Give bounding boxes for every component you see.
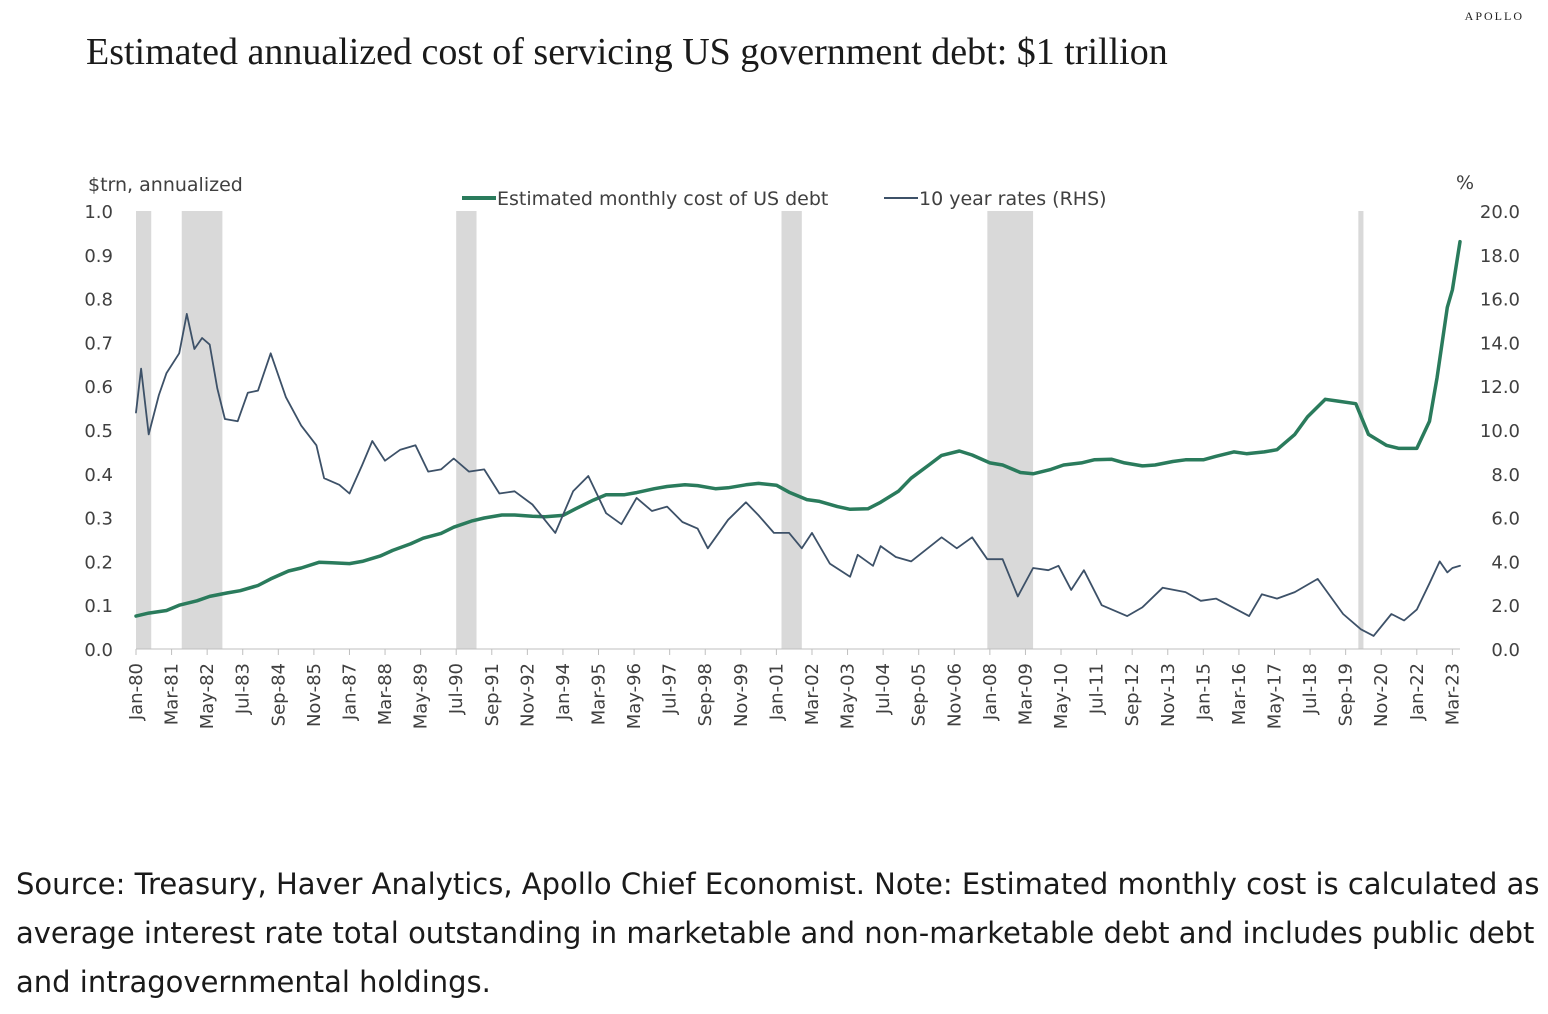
- x-tick-label: Jan-15: [1193, 663, 1214, 721]
- y-axis-left-label: $trn, annualized: [88, 174, 243, 196]
- y-tick-left: 0.2: [84, 552, 113, 573]
- x-tick-label: Nov-99: [731, 663, 752, 727]
- recession-shading: [136, 211, 1364, 649]
- x-tick-label: Nov-13: [1158, 663, 1179, 727]
- x-tick-label: Mar-09: [1015, 663, 1036, 725]
- x-tick-label: Jan-94: [553, 663, 574, 721]
- y-tick-right: 0.0: [1491, 640, 1520, 661]
- y-tick-right: 18.0: [1480, 246, 1520, 267]
- source-note: Source: Treasury, Haver Analytics, Apoll…: [16, 867, 1540, 999]
- recession-band: [181, 211, 223, 649]
- x-tick-label: Sep-91: [482, 663, 503, 726]
- x-tick-label: Jan-08: [980, 663, 1001, 721]
- x-tick-label: Jul-18: [1300, 663, 1321, 715]
- y-tick-left: 0.6: [84, 377, 113, 398]
- x-tick-label: Jul-90: [446, 663, 467, 715]
- recession-band: [781, 211, 802, 649]
- x-tick-label: Mar-23: [1442, 663, 1463, 725]
- legend-label-cost: Estimated monthly cost of US debt: [497, 188, 828, 210]
- x-tick-label: Mar-95: [589, 663, 610, 725]
- y-axis-right-label: %: [1456, 172, 1474, 194]
- x-tick-label: Sep-84: [268, 663, 289, 726]
- x-tick-label: Jan-87: [339, 663, 360, 721]
- y-tick-left: 0.0: [84, 640, 113, 661]
- y-tick-right: 12.0: [1480, 377, 1520, 398]
- x-tick-label: May-96: [624, 663, 645, 729]
- y-tick-left: 0.8: [84, 290, 113, 311]
- y-tick-right: 10.0: [1480, 421, 1520, 442]
- x-tick-label: Jan-80: [126, 663, 147, 721]
- axes-layer: 0.0 0.1 0.2 0.3 0.4 0.5 0.6 0.7 0.8 0.9 1.0 0.0 2.0 4…: [84, 202, 1520, 729]
- legend: Estimated monthly cost of US debt 10 yea…: [462, 188, 1107, 210]
- x-tick-label: Nov-92: [517, 663, 538, 727]
- y-tick-left: 0.4: [84, 465, 113, 486]
- x-tick-label: May-10: [1051, 663, 1072, 729]
- brand-logo: APOLLO: [1464, 9, 1524, 23]
- y-tick-right: 16.0: [1480, 290, 1520, 311]
- y-tick-left: 0.7: [84, 333, 113, 354]
- x-tick-label: Nov-06: [944, 663, 965, 727]
- chart-title: Estimated annualized cost of servicing U…: [86, 31, 1168, 73]
- x-tick-label: Jan-22: [1407, 663, 1428, 721]
- y-tick-left: 0.3: [84, 509, 113, 530]
- x-tick-label: Jul-97: [660, 663, 681, 715]
- y-tick-right: 6.0: [1491, 509, 1520, 530]
- y-tick-left: 0.5: [84, 421, 113, 442]
- x-tick-label: Mar-88: [375, 663, 396, 725]
- x-tick-label: Nov-85: [304, 663, 325, 727]
- y-tick-right: 20.0: [1480, 202, 1520, 223]
- y-tick-right: 2.0: [1491, 596, 1520, 617]
- recession-band: [987, 211, 1034, 649]
- y-tick-left: 0.9: [84, 246, 113, 267]
- x-tick-label: Mar-02: [802, 663, 823, 725]
- x-tick-label: Sep-12: [1122, 663, 1143, 726]
- y-tick-left: 1.0: [84, 202, 113, 223]
- series-layer: [134, 239, 1462, 637]
- x-tick-label: May-82: [197, 663, 218, 729]
- chart: 0.0 0.1 0.2 0.3 0.4 0.5 0.6 0.7 0.8 0.9 1.0 0.0 2.0 4…: [84, 172, 1520, 729]
- x-tick-label: Jul-83: [233, 663, 254, 715]
- x-tick-label: Jul-04: [873, 663, 894, 715]
- y-tick-right: 4.0: [1491, 552, 1520, 573]
- recession-band: [456, 211, 477, 649]
- y-tick-right: 8.0: [1491, 465, 1520, 486]
- x-tick-label: Mar-16: [1229, 663, 1250, 725]
- x-tick-label: Sep-98: [695, 663, 716, 726]
- x-tick-label: May-89: [411, 663, 432, 729]
- x-tick-label: Jan-01: [766, 663, 787, 721]
- x-tick-label: Sep-05: [909, 663, 930, 726]
- legend-label-rate: 10 year rates (RHS): [919, 188, 1107, 210]
- x-tick-label: Jul-11: [1087, 663, 1108, 715]
- x-tick-label: Sep-19: [1336, 663, 1357, 726]
- x-tick-label: Nov-20: [1371, 663, 1392, 727]
- cost-of-debt-line: [134, 239, 1462, 618]
- x-tick-label: Mar-81: [162, 663, 183, 725]
- x-tick-label: May-03: [838, 663, 859, 729]
- recession-band: [1358, 211, 1364, 649]
- y-tick-left: 0.1: [84, 596, 113, 617]
- recession-band: [136, 211, 152, 649]
- ten-year-rate-line: [135, 312, 1461, 637]
- y-tick-right: 14.0: [1480, 333, 1520, 354]
- x-tick-label: May-17: [1264, 663, 1285, 729]
